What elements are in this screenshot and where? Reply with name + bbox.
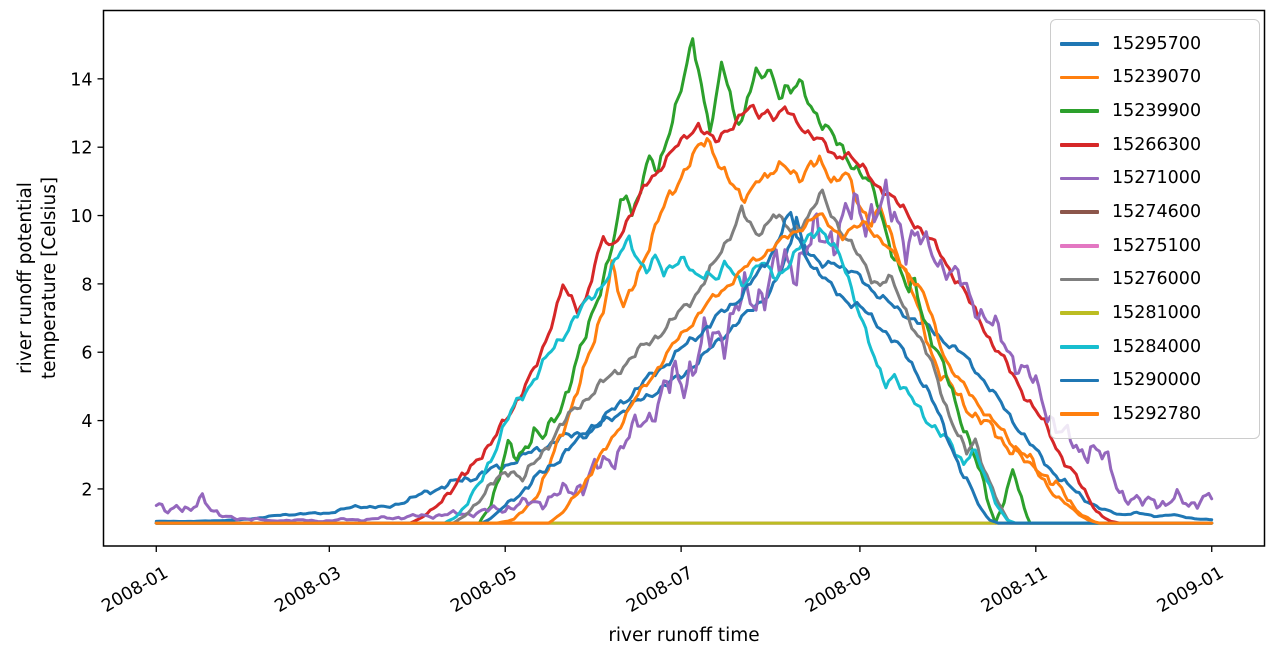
legend-line-sample <box>1060 176 1099 181</box>
x-tick-label: 2008-11 <box>978 563 1051 617</box>
legend-entry-15276000: 15276000 <box>1060 269 1249 289</box>
legend-label: 15239070 <box>1112 67 1202 88</box>
legend-entry-15274600: 15274600 <box>1060 202 1249 222</box>
legend-entry-15290000: 15290000 <box>1060 370 1249 390</box>
legend-line-sample <box>1060 210 1099 214</box>
svg-text:river runoff potential: river runoff potential <box>15 182 36 374</box>
legend-line-sample <box>1060 42 1099 46</box>
y-tick-label: 10 <box>70 207 92 227</box>
legend-line-sample <box>1060 311 1099 315</box>
legend-entry-15239070: 15239070 <box>1060 67 1249 87</box>
legend-label: 15284000 <box>1112 336 1202 357</box>
y-tick-label: 14 <box>70 70 92 90</box>
legend-line-sample <box>1060 143 1099 147</box>
y-tick-label: 6 <box>81 344 92 364</box>
legend-label: 15271000 <box>1112 168 1202 189</box>
legend-label: 15295700 <box>1112 33 1202 54</box>
x-tick-label: 2008-09 <box>802 563 875 617</box>
legend: 15295700 15239070 15239900 15266300 15271000… <box>1050 19 1260 439</box>
y-tick-label: 12 <box>70 139 92 159</box>
svg-text:temperature [Celsius]: temperature [Celsius] <box>39 177 60 379</box>
x-tick-label: 2009-01 <box>1154 563 1227 617</box>
x-tick-label: 2008-03 <box>271 563 344 617</box>
legend-line-sample <box>1060 277 1099 282</box>
legend-line-sample <box>1060 109 1099 113</box>
legend-entry-15275100: 15275100 <box>1060 236 1249 256</box>
legend-entry-15284000: 15284000 <box>1060 337 1249 357</box>
legend-label: 15275100 <box>1112 235 1202 256</box>
legend-entry-15266300: 15266300 <box>1060 135 1249 155</box>
legend-label: 15266300 <box>1112 134 1202 155</box>
series-line-15292780 <box>154 212 1214 525</box>
legend-line-sample <box>1060 412 1099 416</box>
x-tick-label: 2008-07 <box>623 563 696 617</box>
legend-line-sample <box>1060 75 1099 80</box>
x-tick-label: 2008-01 <box>98 563 171 617</box>
legend-label: 15239900 <box>1112 101 1202 122</box>
legend-entry-15292780: 15292780 <box>1060 404 1249 424</box>
legend-label: 15274600 <box>1112 202 1202 223</box>
x-axis-label: river runoff time <box>608 625 759 646</box>
legend-line-sample <box>1060 344 1099 349</box>
y-tick-label: 4 <box>81 412 92 432</box>
legend-entry-15295700: 15295700 <box>1060 34 1249 54</box>
x-tick-label: 2008-05 <box>447 563 520 617</box>
series-line-15271000 <box>154 178 1214 524</box>
legend-entry-15281000: 15281000 <box>1060 303 1249 323</box>
legend-label: 15276000 <box>1112 269 1202 290</box>
legend-line-sample <box>1060 243 1099 248</box>
legend-label: 15290000 <box>1112 370 1202 391</box>
y-tick-label: 8 <box>81 275 92 295</box>
legend-line-sample <box>1060 378 1099 383</box>
legend-entry-15271000: 15271000 <box>1060 168 1249 188</box>
legend-entry-15239900: 15239900 <box>1060 101 1249 121</box>
plot-frame <box>102 9 1266 547</box>
legend-label: 15292780 <box>1112 404 1202 425</box>
series-line-15295700 <box>154 215 1214 523</box>
y-tick-label: 2 <box>81 480 92 500</box>
y-axis-label: river runoff potential temperature [Cels… <box>15 177 60 379</box>
legend-label: 15281000 <box>1112 303 1202 324</box>
